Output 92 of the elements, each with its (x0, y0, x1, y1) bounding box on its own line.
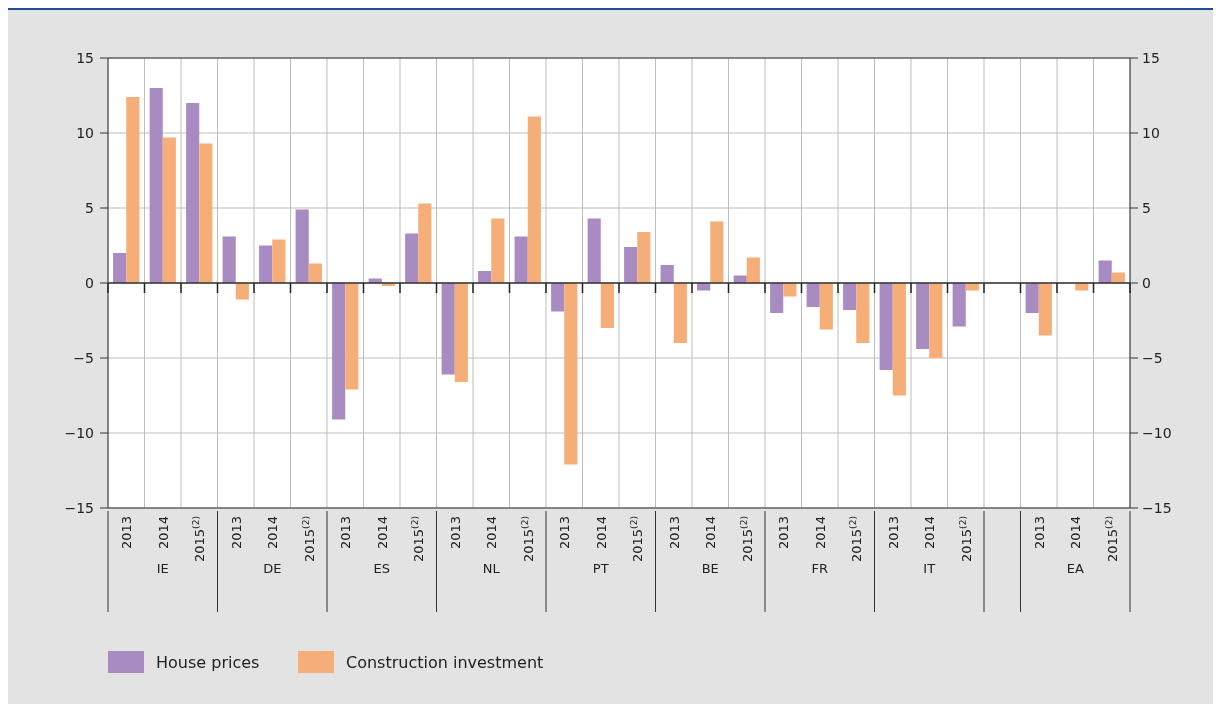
bar (710, 221, 724, 283)
bar (113, 253, 127, 283)
bar (660, 265, 674, 283)
bar (551, 283, 565, 312)
x-tick-label: 2014 (703, 516, 719, 550)
bar (564, 283, 578, 465)
text: BE (701, 561, 719, 576)
bar (527, 116, 541, 283)
bar (308, 263, 322, 283)
x-tick-label: 2014 (812, 516, 828, 550)
text: FR (811, 561, 829, 576)
bar (673, 283, 687, 343)
bar (222, 236, 236, 283)
text: IT (923, 561, 936, 576)
y2-tick-label: 10 (1142, 124, 1160, 141)
x-tick-label: 2013 (447, 516, 463, 550)
x-tick-label: 2014 (265, 516, 281, 550)
text: DE (263, 561, 282, 576)
y-tick-label: −5 (73, 349, 94, 366)
x-tick-label: 2013 (557, 516, 573, 550)
bar (149, 88, 163, 283)
y-tick-label: 10 (76, 124, 94, 141)
bar (162, 137, 176, 283)
y2-tick-label: −10 (1142, 424, 1172, 441)
bar (856, 283, 870, 343)
bar (235, 283, 249, 300)
bar (295, 209, 309, 283)
bar (697, 283, 711, 291)
x-tick-label: 2014 (593, 516, 609, 550)
bar (916, 283, 930, 349)
y2-tick-label: 0 (1142, 274, 1151, 291)
bar (514, 236, 528, 283)
bar (770, 283, 784, 313)
bar (441, 283, 455, 375)
bar (892, 283, 906, 396)
bar (637, 232, 651, 283)
x-tick-label: 2013 (338, 516, 354, 550)
bar (345, 283, 359, 390)
text: PT (592, 561, 609, 576)
y2-tick-label: 5 (1142, 199, 1151, 216)
x-tick-label: 2014 (1068, 516, 1084, 550)
bar (819, 283, 833, 330)
y2-tick-label: −15 (1142, 499, 1172, 516)
text: EA (1066, 561, 1084, 576)
bar (587, 218, 601, 283)
bar (1025, 283, 1039, 313)
bar (879, 283, 893, 370)
bar (259, 245, 273, 283)
x-tick-label: 2013 (776, 516, 792, 550)
x-tick-label: 2013 (885, 516, 901, 550)
y2-tick-label: 15 (1142, 49, 1160, 66)
bar (186, 103, 200, 283)
bar (600, 283, 614, 328)
bar (806, 283, 820, 307)
x-tick-label: 2014 (155, 516, 171, 550)
bar (405, 233, 419, 283)
text: IE (156, 561, 169, 576)
bar (952, 283, 966, 327)
bar (199, 143, 213, 283)
x-tick-label: 2014 (484, 516, 500, 550)
y-tick-label: 5 (85, 199, 94, 216)
legend-label: House prices (156, 652, 260, 672)
bar (272, 239, 286, 283)
x-tick-label: 2013 (228, 516, 244, 550)
y-tick-label: 0 (85, 274, 94, 291)
legend-label: Construction investment (346, 652, 544, 672)
x-tick-label: 2013 (1031, 516, 1047, 550)
bar (746, 257, 760, 283)
bar (332, 283, 346, 420)
bar (624, 247, 638, 283)
x-tick-label: 2013 (119, 516, 135, 550)
bar (1038, 283, 1052, 336)
text: ES (373, 561, 390, 576)
bar (454, 283, 468, 382)
y-tick-label: −15 (64, 499, 94, 516)
bar (126, 97, 140, 283)
bar (843, 283, 857, 310)
x-tick-label: 2014 (374, 516, 390, 550)
y2-tick-label: −5 (1142, 349, 1163, 366)
y-tick-label: 15 (76, 49, 94, 66)
bar (929, 283, 943, 358)
bar (491, 218, 505, 283)
bar (1098, 260, 1112, 283)
y-tick-label: −10 (64, 424, 94, 441)
bar (965, 283, 979, 291)
x-tick-label: 2014 (922, 516, 938, 550)
text: NL (482, 561, 501, 576)
bar (783, 283, 797, 297)
bar (478, 271, 492, 283)
x-tick-label: 2013 (666, 516, 682, 550)
bar (418, 203, 432, 283)
bar (1075, 283, 1089, 291)
